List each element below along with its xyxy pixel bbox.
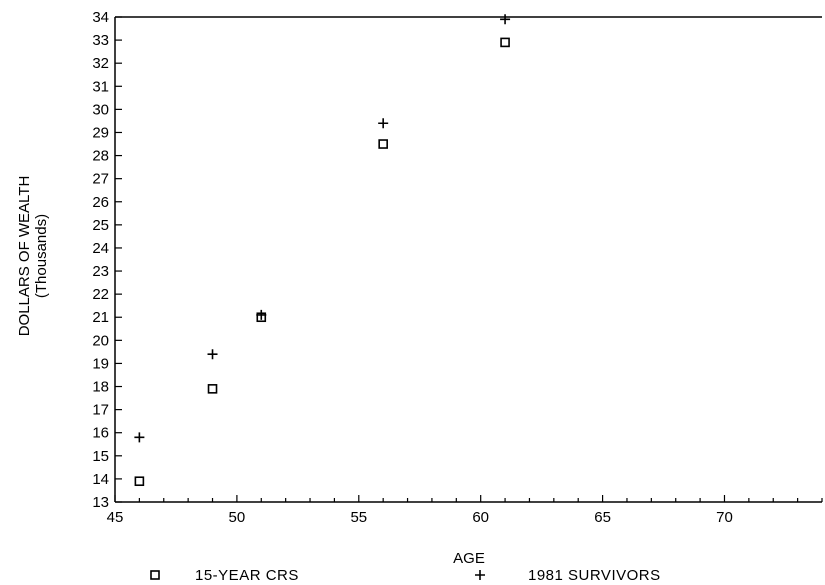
axes xyxy=(114,16,822,503)
y-tick-label: 34 xyxy=(92,9,109,26)
legend-plus-marker xyxy=(475,570,485,580)
data-point-1981-survivors xyxy=(256,309,267,320)
y-tick-label: 33 xyxy=(92,32,109,49)
x-tick-label: 60 xyxy=(472,509,489,526)
data-point-15-year-crs xyxy=(500,37,510,48)
legend-item-1981-survivors: 1981 SURVIVORS xyxy=(475,567,661,584)
data-point-15-year-crs xyxy=(378,139,388,149)
data-points xyxy=(134,14,511,487)
y-axis-title-main: DOLLARS OF WEALTH xyxy=(16,176,33,337)
x-tick-label: 50 xyxy=(229,509,246,526)
y-tick-label: 17 xyxy=(92,402,109,419)
y-tick-label: 13 xyxy=(92,494,109,511)
y-tick-label: 24 xyxy=(92,240,109,257)
legend-label-1981-survivors: 1981 SURVIVORS xyxy=(528,567,661,584)
data-point-15-year-crs xyxy=(207,384,218,394)
data-point-15-year-crs xyxy=(134,476,145,487)
data-point-1981-survivors xyxy=(134,432,145,443)
x-axis-ticks: 45 50 55 60 65 70 xyxy=(107,495,823,526)
y-tick-label: 18 xyxy=(92,379,109,396)
data-point-1981-survivors xyxy=(378,118,389,129)
y-tick-label: 23 xyxy=(92,263,109,280)
x-tick-label: 65 xyxy=(594,509,611,526)
y-tick-label: 28 xyxy=(92,148,109,165)
x-axis-title: AGE xyxy=(453,550,485,567)
data-point-1981-survivors xyxy=(500,14,511,25)
legend-square-marker xyxy=(150,570,160,580)
y-tick-label: 27 xyxy=(92,171,109,188)
y-tick-label: 22 xyxy=(92,286,109,303)
y-tick-label: 29 xyxy=(92,124,109,141)
y-tick-label: 25 xyxy=(92,217,109,234)
y-axis-ticks: 13 14 15 16 17 18 19 20 21 22 23 24 25 26 27 28 29 30 31 32… xyxy=(92,9,122,511)
y-tick-label: 26 xyxy=(92,194,109,211)
y-tick-label: 32 xyxy=(92,55,109,72)
x-tick-label: 55 xyxy=(350,509,367,526)
y-tick-label: 31 xyxy=(92,78,109,95)
y-axis-title: DOLLARS OF WEALTH (Thousands) xyxy=(16,176,50,337)
legend: 15-YEAR CRS 1981 SURVIVORS xyxy=(150,567,661,584)
legend-label-15-year-crs: 15-YEAR CRS xyxy=(195,567,299,584)
y-tick-label: 15 xyxy=(92,448,109,465)
y-tick-label: 16 xyxy=(92,425,109,442)
x-tick-label: 70 xyxy=(716,509,733,526)
legend-item-15-year-crs: 15-YEAR CRS xyxy=(150,567,299,584)
data-point-1981-survivors xyxy=(207,349,218,360)
y-tick-label: 20 xyxy=(92,332,109,349)
y-tick-label: 21 xyxy=(92,309,109,326)
y-tick-label: 30 xyxy=(92,101,109,118)
y-tick-label: 14 xyxy=(92,471,109,488)
y-axis-title-sub: (Thousands) xyxy=(33,214,50,298)
y-tick-label: 19 xyxy=(92,355,109,372)
x-tick-label: 45 xyxy=(107,509,124,526)
